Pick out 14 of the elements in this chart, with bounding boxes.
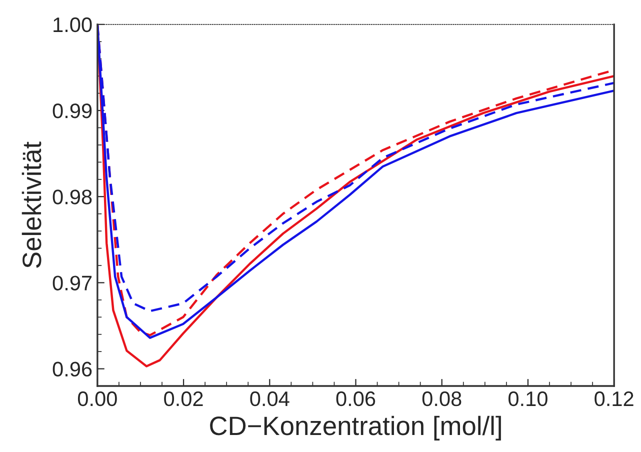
x-tick-label: 0.06 — [336, 391, 376, 406]
x-tick-label: 0.12 — [594, 391, 634, 406]
x-tick-label: 0.00 — [78, 391, 117, 406]
y-tick-label: 0.97 — [52, 276, 92, 290]
x-tick-label: 0.10 — [508, 391, 548, 406]
x-axis-title: CD−Konzentration [mol/l] — [210, 416, 501, 440]
x-tick-label: 0.02 — [164, 391, 203, 406]
y-tick-label: 0.99 — [52, 104, 92, 118]
y-tick-label: 0.96 — [52, 362, 92, 377]
x-tick-label: 0.08 — [422, 391, 462, 406]
y-tick-label: 0.98 — [52, 190, 92, 204]
y-axis-title: Selektivität — [22, 142, 42, 268]
x-tick-label: 0.04 — [250, 391, 290, 406]
y-tick-label: 1.00 — [54, 17, 92, 32]
